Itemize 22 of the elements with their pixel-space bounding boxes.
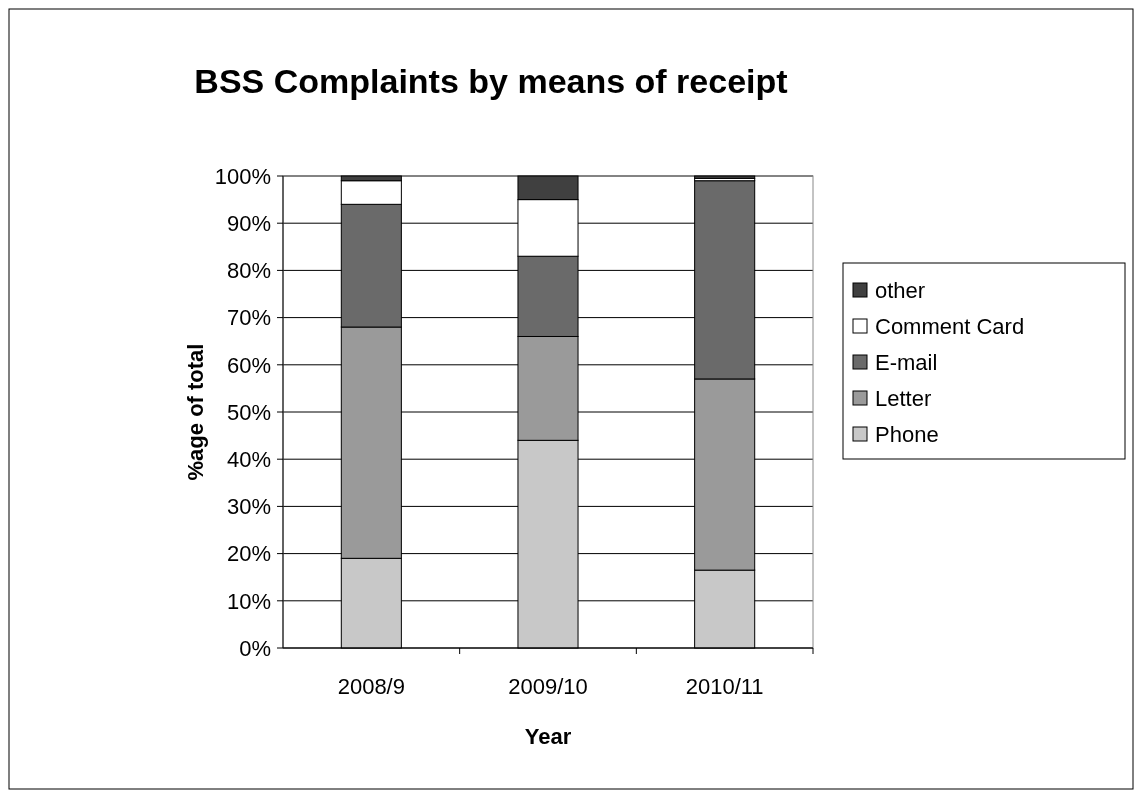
y-tick-label: 70% [226,305,271,331]
y-tick-label: 80% [226,258,271,284]
x-tick-label: 2009/10 [508,674,588,699]
x-axis-title: Year [524,724,572,749]
y-tick-label: 100% [214,163,271,189]
y-tick-label: 10% [226,588,271,614]
legend-label: E-mail [875,349,938,375]
y-axis-title: %age of total [183,343,208,481]
legend-label: Phone [875,421,939,447]
y-tick-label: 50% [226,399,271,425]
y-tick-label: 30% [226,494,271,520]
y-tick-label: 40% [226,446,271,472]
y-tick-label: 60% [226,352,271,378]
x-tick-label: 2008/9 [337,674,405,699]
y-tick-label: 20% [226,541,271,567]
chart-title: BSS Complaints by means of receipt [194,62,788,100]
legend-label: Comment Card [875,313,1025,339]
y-tick-label: 0% [239,635,271,661]
legend-label: other [875,277,926,303]
legend-label: Letter [875,385,932,411]
x-tick-label: 2010/11 [685,674,764,699]
y-tick-label: 90% [226,210,271,236]
